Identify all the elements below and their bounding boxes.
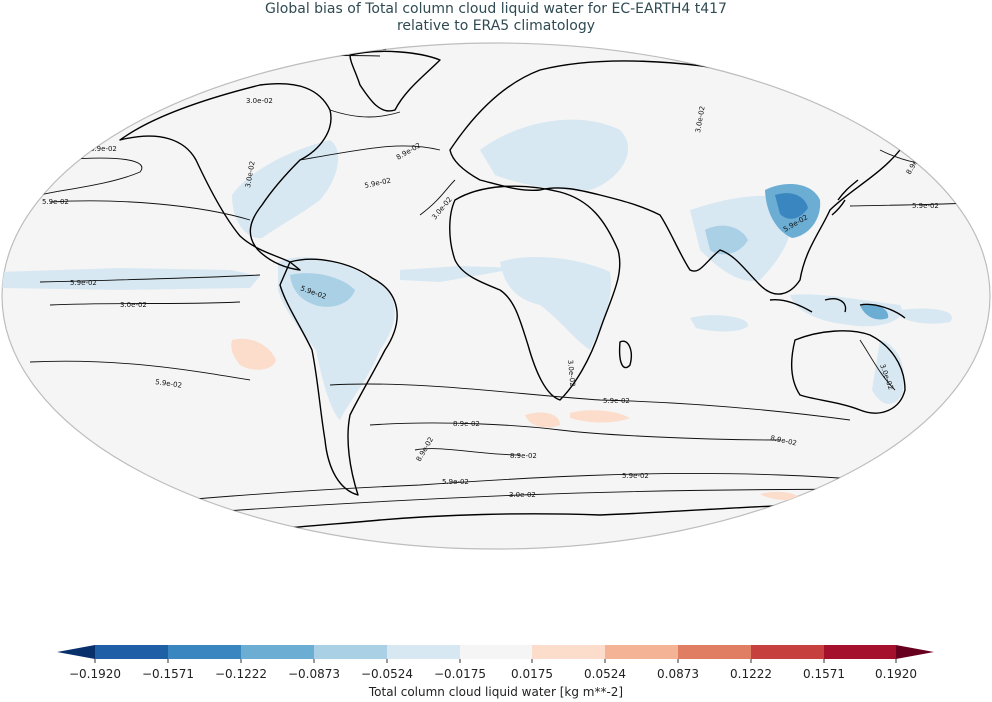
- colorbar-tick: 0.0524: [584, 667, 626, 681]
- colorbar-tick: 0.1222: [730, 667, 772, 681]
- svg-text:5.9e-02: 5.9e-02: [70, 279, 97, 287]
- svg-text:3.0e-02: 3.0e-02: [120, 301, 147, 309]
- colorbar-tick: 0.1571: [803, 667, 845, 681]
- map-background: [1, 42, 991, 550]
- colorbar-tick: −0.0524: [360, 667, 414, 681]
- bias-patch-europe: [480, 119, 629, 191]
- bias-patch-australia: [872, 340, 904, 405]
- colorbar-tick: −0.0873: [287, 667, 341, 681]
- svg-text:5.9e-02: 5.9e-02: [155, 378, 183, 390]
- colorbar-tick: 0.1920: [875, 667, 917, 681]
- bias-patch-itcz: [2, 268, 260, 290]
- colorbar-tick: −0.1222: [214, 667, 268, 681]
- svg-text:5.9e-02: 5.9e-02: [912, 202, 939, 210]
- svg-text:5.9e-02: 5.9e-02: [42, 198, 69, 206]
- svg-text:5.9e-02: 5.9e-02: [603, 397, 630, 405]
- bias-patch-se-pacific-positive: [231, 338, 276, 370]
- colorbar-tick: −0.1571: [141, 667, 195, 681]
- chart-title-line2: relative to ERA5 climatology: [396, 18, 596, 34]
- bias-patch-southern-ocean-positive: [525, 412, 560, 428]
- svg-text:3.0e-02: 3.0e-02: [566, 359, 576, 386]
- svg-text:8.9e-02: 8.9e-02: [453, 420, 480, 428]
- chart-title-line1: Global bias of Total column cloud liquid…: [265, 1, 727, 17]
- colorbar-extend-high: [896, 645, 934, 659]
- svg-text:8.9e-02: 8.9e-02: [90, 145, 117, 153]
- svg-text:3.0e-02: 3.0e-02: [509, 491, 536, 499]
- colorbar-extend-low: [57, 645, 95, 659]
- bias-patch-north-america: [232, 140, 339, 239]
- colorbar-tick: 0.0175: [511, 667, 553, 681]
- svg-text:5.9e-02: 5.9e-02: [442, 478, 469, 486]
- colorbar-tick: −0.1920: [68, 667, 122, 681]
- bias-patch-africa: [500, 257, 611, 350]
- svg-text:8.9e-02: 8.9e-02: [510, 452, 537, 460]
- svg-text:5.9e-02: 5.9e-02: [622, 472, 649, 480]
- colorbar-tick: −0.0175: [433, 667, 487, 681]
- colorbar-label: Total column cloud liquid water [kg m**-…: [368, 685, 624, 699]
- svg-text:3.0e-02: 3.0e-02: [246, 97, 273, 105]
- colorbar-tick: 0.0873: [657, 667, 699, 681]
